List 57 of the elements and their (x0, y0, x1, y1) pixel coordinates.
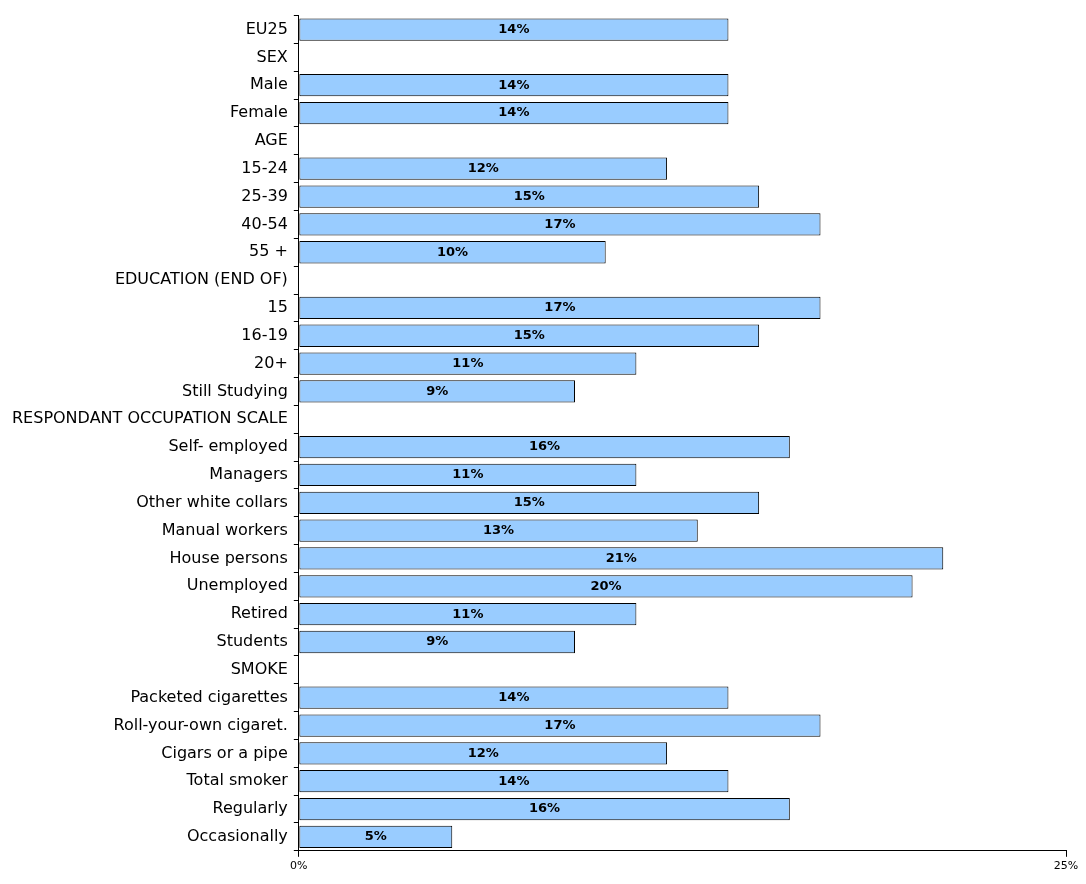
y-tick-label: Unemployed (186, 575, 288, 595)
y-tick-label: Total smoker (185, 770, 289, 790)
data-label: 14% (498, 772, 530, 788)
y-tick-label: Occasionally (186, 826, 288, 846)
y-tick-label: 15-24 (241, 157, 288, 177)
data-label: 9% (426, 633, 449, 649)
data-label: 21% (605, 549, 637, 565)
y-tick-label: Manual workers (161, 519, 288, 539)
data-label: 15% (513, 494, 545, 510)
y-tick-label: 25-39 (241, 185, 288, 205)
y-tick-label: House persons (169, 547, 288, 567)
y-tick-label: Retired (230, 603, 288, 623)
data-label: 16% (529, 438, 561, 454)
data-label: 16% (529, 800, 561, 816)
data-label: 11% (452, 605, 484, 621)
y-tick-label: Roll-your-own cigaret. (113, 714, 288, 734)
y-tick-label: Managers (209, 464, 288, 484)
data-label: 12% (467, 744, 499, 760)
y-tick-label: Regularly (212, 798, 288, 818)
data-label: 13% (482, 522, 515, 538)
y-tick-label: Self- employed (168, 436, 288, 456)
data-label: 12% (467, 160, 499, 176)
data-label: 11% (452, 466, 484, 482)
data-label: 17% (544, 299, 576, 315)
data-label: 17% (544, 215, 576, 231)
y-tick-label: Packeted cigarettes (130, 686, 288, 706)
x-tick-label: 0% (290, 859, 308, 873)
y-tick-label: Still Studying (182, 380, 288, 400)
y-tick-label: 15 (267, 297, 288, 317)
data-label: 14% (498, 689, 530, 705)
y-tick-label: SMOKE (230, 659, 288, 678)
y-tick-label: AGE (254, 130, 288, 150)
y-tick-label: Other white collars (136, 491, 288, 511)
y-tick-label: Male (249, 74, 288, 94)
y-tick-label: 55 + (248, 241, 288, 261)
data-label: 14% (498, 20, 530, 36)
y-tick-label: Female (229, 102, 288, 122)
y-tick-label: 40-54 (241, 213, 288, 233)
data-label: 11% (452, 354, 484, 370)
data-label: 15% (513, 327, 545, 343)
y-tick-label: 16-19 (241, 324, 288, 344)
data-label: 10% (436, 243, 469, 259)
data-label: 20% (590, 577, 622, 593)
data-label: 14% (498, 104, 530, 120)
y-tick-label: Cigars or a pipe (161, 742, 288, 762)
x-tick-label: 25% (1053, 859, 1079, 873)
y-tick-label: RESPONDANT OCCUPATION SCALE (11, 408, 288, 428)
data-label: 9% (426, 382, 449, 398)
y-tick-label: SEX (256, 46, 288, 66)
data-label: 5% (364, 828, 387, 844)
y-tick-label: Students (216, 631, 288, 651)
y-tick-label: EU25 (245, 18, 288, 38)
data-label: 17% (544, 716, 576, 732)
data-label: 14% (498, 76, 530, 92)
y-tick-label: 20+ (254, 352, 288, 372)
y-tick-label: EDUCATION (END OF) (114, 269, 288, 289)
data-label: 15% (513, 187, 545, 203)
